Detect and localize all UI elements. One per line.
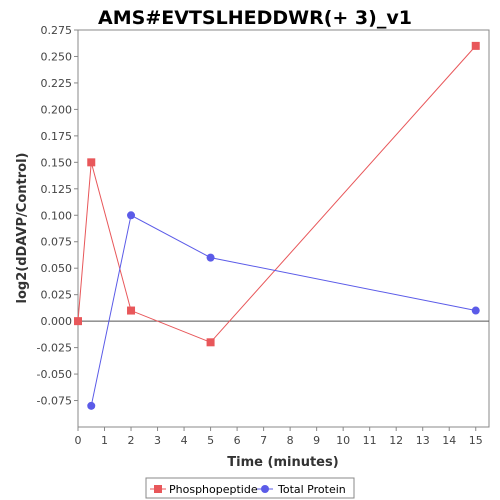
x-tick-label: 13 bbox=[416, 434, 430, 447]
legend-circle-icon bbox=[261, 485, 269, 493]
x-tick-label: 14 bbox=[442, 434, 456, 447]
x-tick-label: 6 bbox=[234, 434, 241, 447]
data-point-phosphopeptide bbox=[206, 338, 215, 347]
legend-label-phosphopeptide: Phosphopeptide bbox=[169, 483, 258, 496]
x-tick-label: 3 bbox=[154, 434, 161, 447]
x-tick-label: 11 bbox=[363, 434, 377, 447]
legend-box bbox=[145, 477, 355, 499]
x-tick-label: 1 bbox=[101, 434, 108, 447]
y-tick-label: 0.075 bbox=[41, 236, 73, 249]
y-tick-label: -0.050 bbox=[37, 368, 72, 381]
series-line-total-protein bbox=[90, 214, 476, 406]
legend-square-icon bbox=[154, 485, 162, 493]
data-point-phosphopeptide bbox=[87, 158, 96, 167]
y-tick-label: 0.225 bbox=[41, 77, 73, 90]
series-layer bbox=[74, 41, 480, 410]
x-tick-label: 12 bbox=[389, 434, 403, 447]
data-point-total-protein bbox=[206, 253, 215, 262]
x-tick-label: 8 bbox=[287, 434, 294, 447]
x-tick-label: 10 bbox=[336, 434, 350, 447]
y-tick-label: 0.100 bbox=[41, 209, 73, 222]
y-tick-label: 0.150 bbox=[41, 156, 73, 169]
y-axis: 0.275 0.250 0.225 0.200 0.175 0.150 0.125 0.100… bbox=[37, 24, 78, 408]
y-tick-label: 0.200 bbox=[41, 103, 73, 116]
y-tick-label: 0.275 bbox=[41, 24, 73, 37]
data-point-total-protein bbox=[127, 211, 136, 220]
data-point-phosphopeptide bbox=[74, 317, 82, 326]
x-tick-label: 7 bbox=[260, 434, 267, 447]
x-tick-label: 9 bbox=[313, 434, 320, 447]
x-tick-label: 2 bbox=[128, 434, 135, 447]
y-tick-label: -0.075 bbox=[37, 395, 72, 408]
data-point-phosphopeptide bbox=[127, 306, 136, 315]
y-tick-label: 0.025 bbox=[41, 289, 73, 302]
y-tick-label: 0.000 bbox=[41, 315, 73, 328]
x-tick-label: 0 bbox=[75, 434, 82, 447]
plot-area bbox=[77, 29, 490, 428]
legend: Phosphopeptide Total Protein bbox=[145, 477, 355, 499]
y-tick-label: 0.175 bbox=[41, 130, 73, 143]
chart-title: AMS#EVTSLHEDDWR(+ 3)_v1 bbox=[98, 7, 412, 29]
x-axis: 0 1 2 3 4 5 6 7 8 9 10 11 12 13 14 15 bbox=[75, 427, 483, 447]
x-tick-label: 5 bbox=[207, 434, 214, 447]
x-axis-label: Time (minutes) bbox=[227, 455, 338, 470]
y-tick-label: 0.050 bbox=[41, 262, 73, 275]
legend-label-total-protein: Total Protein bbox=[277, 483, 346, 496]
data-point-total-protein bbox=[471, 306, 480, 315]
y-tick-label: 0.250 bbox=[41, 50, 73, 63]
x-tick-label: 4 bbox=[181, 434, 188, 447]
y-tick-label: -0.025 bbox=[37, 342, 72, 355]
data-point-total-protein bbox=[87, 401, 96, 410]
data-point-phosphopeptide bbox=[471, 41, 480, 50]
y-tick-label: 0.125 bbox=[41, 183, 73, 196]
y-axis-label: log2(dDAVP/Control) bbox=[15, 153, 30, 304]
x-tick-label: 15 bbox=[469, 434, 483, 447]
